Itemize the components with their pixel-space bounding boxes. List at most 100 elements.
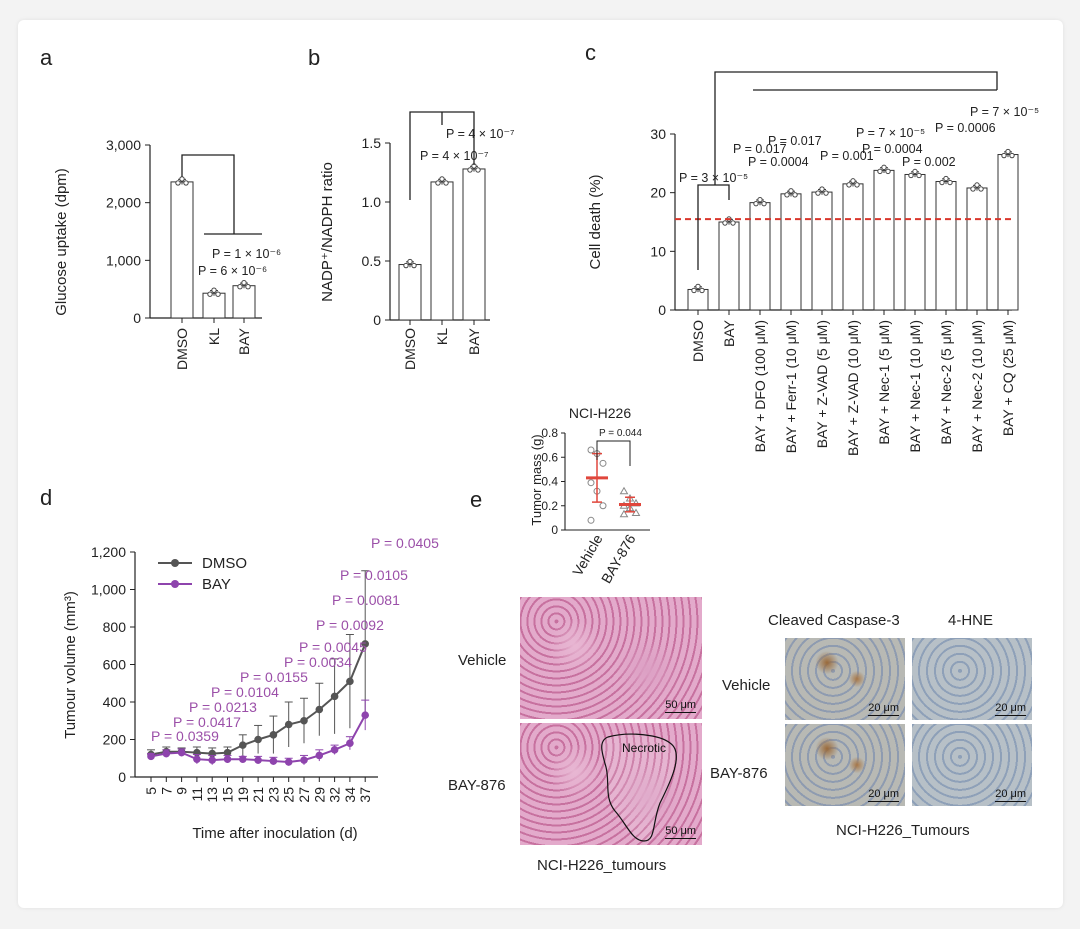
ihc-image-vehicle-4hne: 20 μm	[912, 638, 1032, 720]
bar	[718, 221, 740, 311]
ihc-image-bay-caspase: 20 μm	[785, 724, 905, 806]
data-point	[330, 692, 339, 701]
data-point	[722, 220, 728, 226]
panel-letter-d: d	[40, 485, 52, 510]
y-tick-label: 800	[103, 619, 127, 635]
ihc-row-label-bay: BAY-876	[710, 765, 768, 782]
data-point	[1001, 152, 1007, 159]
legend-marker	[171, 580, 179, 588]
data-point	[587, 446, 595, 454]
ihc-caption: NCI-H226_Tumours	[836, 822, 970, 839]
p-value-label: P = 0.0213	[189, 699, 257, 715]
data-point	[245, 284, 251, 290]
data-point	[269, 757, 278, 765]
data-point	[315, 751, 324, 760]
data-point	[587, 479, 595, 487]
p-value-label: P = 0.0034	[284, 654, 352, 670]
scale-bar-label: 20 μm	[868, 702, 899, 716]
p-value-label: P = 0.002	[902, 155, 956, 169]
p-value-label: P = 0.0359	[151, 728, 219, 744]
bar	[966, 187, 988, 311]
y-tick-label: 2,000	[106, 195, 141, 211]
p-value-label: P = 0.0405	[371, 535, 439, 551]
data-point	[315, 705, 324, 714]
p-value-label: P = 0.001	[820, 149, 874, 163]
data-point	[330, 746, 339, 754]
y-tick-label: 1,200	[91, 544, 126, 560]
data-point	[411, 262, 417, 269]
y-tick-label: 200	[103, 732, 127, 748]
data-point	[970, 186, 976, 192]
x-tick-label: 29	[311, 787, 327, 803]
bar	[398, 264, 422, 321]
y-tick-label: 600	[103, 657, 127, 673]
data-point	[815, 190, 821, 196]
data-point	[284, 720, 293, 729]
he-image-bay: Necrotic 50 μm	[520, 723, 702, 845]
he-row-label-bay: BAY-876	[448, 777, 506, 794]
y-tick-label: 0.2	[541, 499, 558, 513]
y-tick-label: 0	[133, 310, 141, 326]
y-tick-label: 3,000	[106, 137, 141, 153]
x-tick-label: BAY + Ferr-1 (10 μM)	[783, 320, 799, 453]
y-tick-label: 30	[650, 126, 666, 142]
bar	[202, 292, 226, 319]
data-point	[939, 179, 945, 186]
data-point	[691, 287, 697, 294]
he-caption: NCI-H226_tumours	[537, 857, 666, 874]
he-image-vehicle: 50 μm	[520, 597, 702, 719]
data-point	[885, 168, 891, 175]
data-point	[162, 749, 171, 758]
data-point	[467, 167, 473, 173]
ihc-col-label-4hne: 4-HNE	[948, 612, 993, 629]
data-point	[215, 291, 221, 297]
data-point	[211, 287, 217, 293]
x-tick-label: 19	[235, 787, 251, 803]
x-tick-label: 25	[281, 787, 297, 803]
panel-letter-b: b	[308, 45, 320, 70]
x-tick-label: BAY + Z-VAD (10 μM)	[845, 320, 861, 456]
data-point	[193, 755, 201, 763]
panel-letter-a: a	[40, 45, 53, 70]
y-tick-label: 20	[650, 185, 666, 201]
data-point	[695, 283, 701, 290]
y-tick-label: 0	[373, 312, 381, 328]
x-tick-label: DMSO	[402, 328, 418, 370]
data-point	[784, 192, 790, 198]
data-point	[753, 200, 759, 207]
data-point	[300, 716, 308, 725]
chart-d: 0 200 400 600 800 1,000 1,200 5 7 9 11 13 15 19 21 23 25…	[62, 535, 439, 842]
bar	[232, 285, 256, 319]
y-axis-label: Tumour volume (mm³)	[62, 591, 79, 739]
data-point	[1009, 152, 1015, 159]
p-value-label: P = 0.0104	[211, 684, 279, 700]
panel-letter-e: e	[470, 487, 482, 512]
data-point	[854, 182, 860, 188]
data-point	[223, 748, 232, 757]
p-value-label: P = 0.0081	[332, 592, 400, 608]
panel-letter-c: c	[585, 40, 596, 65]
x-tick-label: 37	[357, 787, 373, 803]
x-tick-label: BAY + Nec-2 (5 μM)	[938, 320, 954, 445]
p-value-label: P = 7 × 10⁻⁵	[856, 126, 925, 140]
p-value-label: P = 6 × 10⁻⁶	[198, 264, 267, 278]
data-point	[208, 756, 216, 764]
data-point	[947, 179, 953, 186]
p-value-label: P = 0.017	[733, 142, 787, 156]
necrotic-outline	[601, 733, 677, 842]
ihc-row-label-vehicle: Vehicle	[722, 677, 770, 694]
data-point	[346, 739, 354, 748]
data-point	[254, 756, 262, 764]
data-point	[239, 741, 247, 749]
x-tick-label: 9	[174, 787, 190, 795]
x-tick-label: DMSO	[690, 320, 706, 362]
scale-bar-label: 20 μm	[868, 788, 899, 802]
data-point	[819, 186, 825, 192]
bar	[842, 183, 864, 311]
p-value-label: P = 4 × 10⁻⁷	[446, 127, 515, 141]
x-tick-label: BAY + Z-VAD (5 μM)	[814, 320, 830, 448]
y-tick-label: 0.8	[541, 426, 558, 440]
p-value-label: P = 0.0045	[299, 639, 367, 655]
p-value-label: P = 4 × 10⁻⁷	[420, 149, 489, 163]
